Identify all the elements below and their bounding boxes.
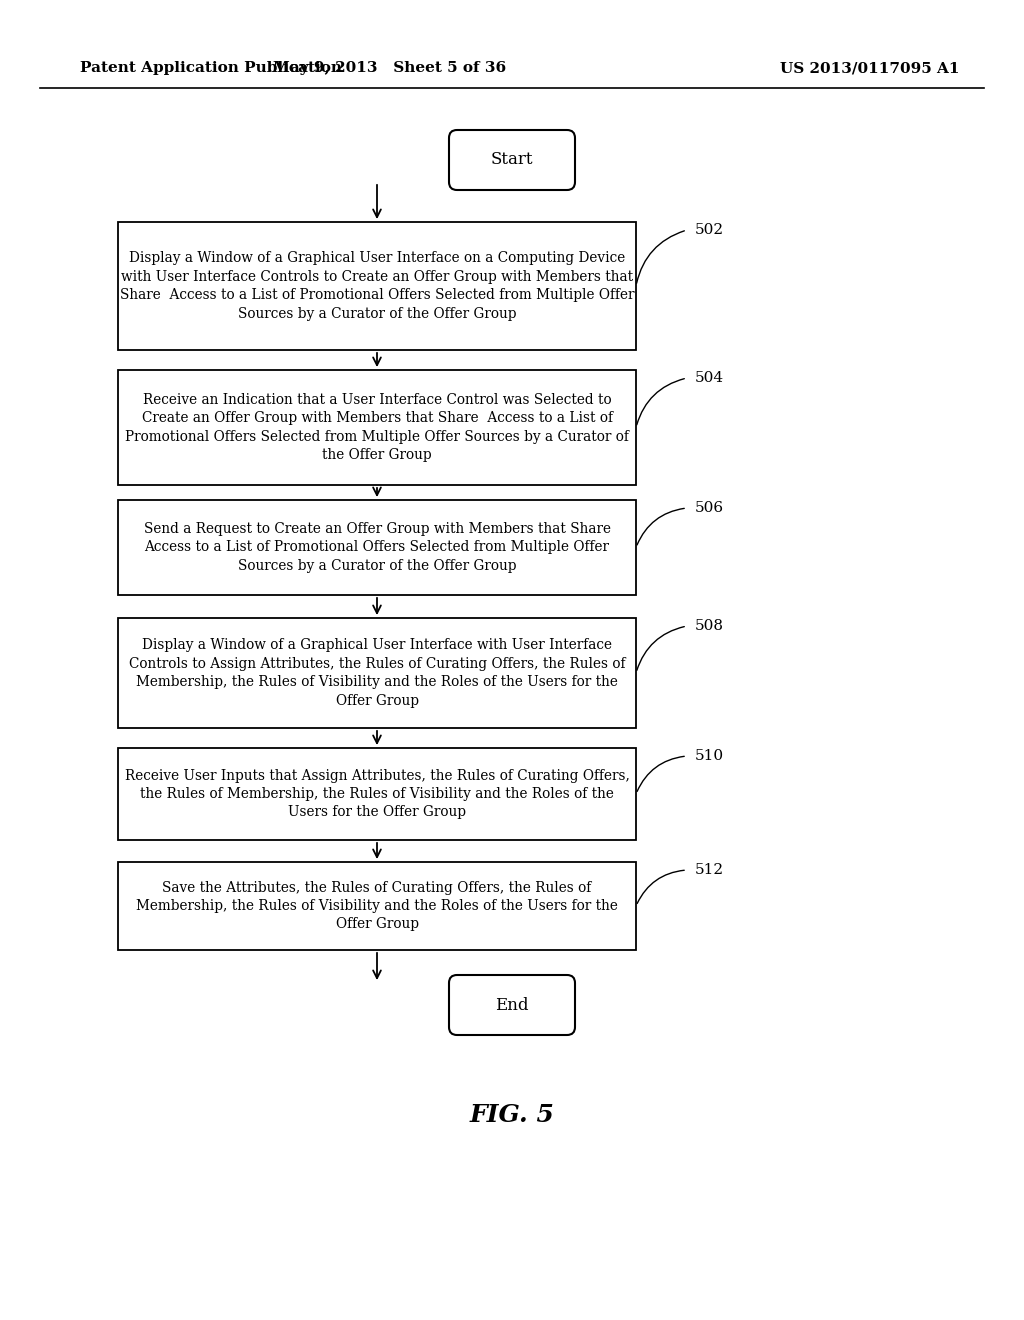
Text: Display a Window of a Graphical User Interface on a Computing Device
with User I: Display a Window of a Graphical User Int…: [120, 251, 634, 321]
Bar: [118, 748, 636, 840]
Text: Start: Start: [490, 152, 534, 169]
Text: 506: 506: [695, 502, 724, 515]
Bar: [118, 222, 636, 350]
Text: Receive User Inputs that Assign Attributes, the Rules of Curating Offers,
the Ru: Receive User Inputs that Assign Attribut…: [125, 768, 630, 820]
Text: 512: 512: [695, 863, 724, 876]
Text: End: End: [496, 997, 528, 1014]
Text: 510: 510: [695, 748, 724, 763]
Text: Receive an Indication that a User Interface Control was Selected to
Create an Of: Receive an Indication that a User Interf…: [125, 393, 629, 462]
Text: Send a Request to Create an Offer Group with Members that Share
Access to a List: Send a Request to Create an Offer Group …: [143, 523, 610, 573]
Text: May 9, 2013   Sheet 5 of 36: May 9, 2013 Sheet 5 of 36: [273, 61, 507, 75]
Text: FIG. 5: FIG. 5: [470, 1104, 554, 1127]
Text: Patent Application Publication: Patent Application Publication: [80, 61, 342, 75]
FancyBboxPatch shape: [449, 975, 575, 1035]
Text: 504: 504: [695, 371, 724, 385]
Bar: [118, 618, 636, 729]
Bar: [118, 500, 636, 595]
Text: 508: 508: [695, 619, 724, 634]
FancyBboxPatch shape: [449, 129, 575, 190]
Bar: [118, 862, 636, 950]
Text: US 2013/0117095 A1: US 2013/0117095 A1: [780, 61, 959, 75]
Text: Display a Window of a Graphical User Interface with User Interface
Controls to A: Display a Window of a Graphical User Int…: [129, 639, 626, 708]
Text: Save the Attributes, the Rules of Curating Offers, the Rules of
Membership, the : Save the Attributes, the Rules of Curati…: [136, 880, 617, 932]
Bar: [118, 370, 636, 484]
Text: 502: 502: [695, 223, 724, 238]
